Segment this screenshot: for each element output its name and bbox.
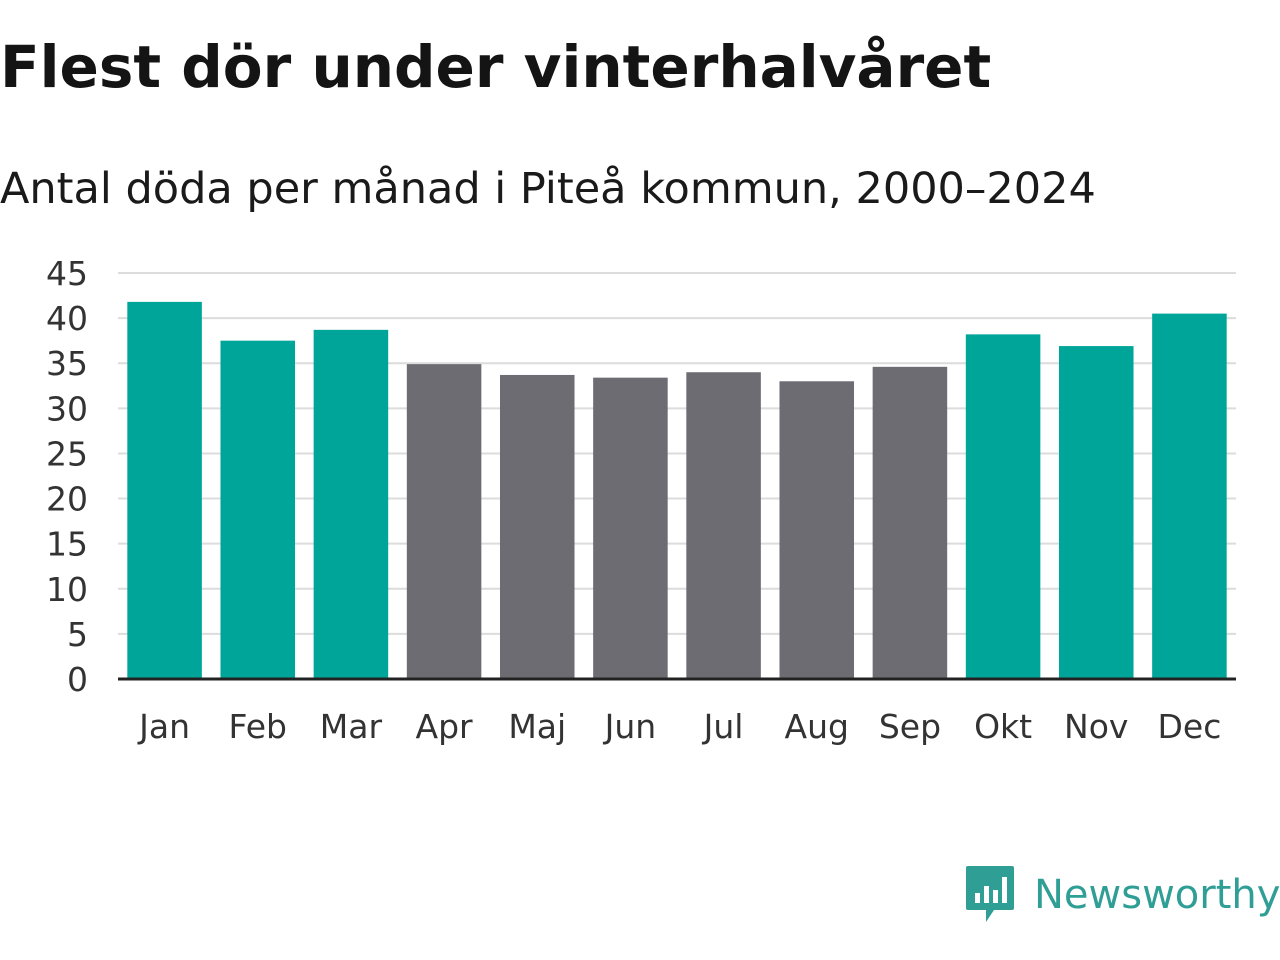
y-axis-ticks: 0 5 10 15 20 25 30 35 40 45 <box>46 254 88 699</box>
bar-mar <box>313 329 389 679</box>
bars <box>127 301 1227 679</box>
newsworthy-logo: Newsworthy <box>964 864 1280 926</box>
y-tick-label-25: 25 <box>46 434 88 473</box>
x-tick-label-maj: Maj <box>508 707 566 746</box>
bar-jan <box>127 301 202 679</box>
y-tick-label-0: 0 <box>67 660 88 699</box>
y-tick-label-20: 20 <box>46 480 88 519</box>
x-tick-label-mar: Mar <box>320 707 383 746</box>
bar-maj <box>499 374 575 679</box>
x-tick-label-aug: Aug <box>785 707 849 746</box>
bar-sep <box>872 366 948 679</box>
x-axis-ticks: Jan Feb Mar Apr Maj Jun Jul Aug Sep Okt Nov Dec <box>137 707 1221 746</box>
y-tick-label-5: 5 <box>67 615 88 654</box>
bar-jun <box>593 377 668 679</box>
bar-okt <box>965 334 1041 679</box>
x-tick-label-sep: Sep <box>879 707 941 746</box>
y-tick-label-30: 30 <box>46 389 88 428</box>
bar-apr <box>406 364 482 679</box>
chart-title: Flest dör under vinterhalvåret <box>0 33 992 101</box>
bar-aug <box>779 381 855 679</box>
y-tick-label-15: 15 <box>46 525 88 564</box>
y-tick-label-40: 40 <box>46 299 88 338</box>
x-tick-label-dec: Dec <box>1157 707 1221 746</box>
x-tick-label-okt: Okt <box>974 707 1032 746</box>
x-tick-label-nov: Nov <box>1064 707 1128 746</box>
x-tick-label-feb: Feb <box>229 707 287 746</box>
y-tick-label-35: 35 <box>46 344 88 383</box>
bar-nov <box>1058 346 1134 679</box>
bar-feb <box>220 340 296 679</box>
brand-name: Newsworthy <box>1034 872 1280 918</box>
chart-subtitle: Antal döda per månad i Piteå kommun, 200… <box>0 164 1096 214</box>
y-tick-label-10: 10 <box>46 570 88 609</box>
x-tick-label-jul: Jul <box>702 707 744 746</box>
bar-dec <box>1152 313 1227 679</box>
x-tick-label-jan: Jan <box>137 707 190 746</box>
x-tick-label-jun: Jun <box>603 707 657 746</box>
bar-jul <box>686 372 761 679</box>
y-tick-label-45: 45 <box>46 254 88 293</box>
newsworthy-logo-icon <box>966 866 1014 922</box>
x-tick-label-apr: Apr <box>416 707 474 746</box>
grid-lines <box>118 272 1236 635</box>
